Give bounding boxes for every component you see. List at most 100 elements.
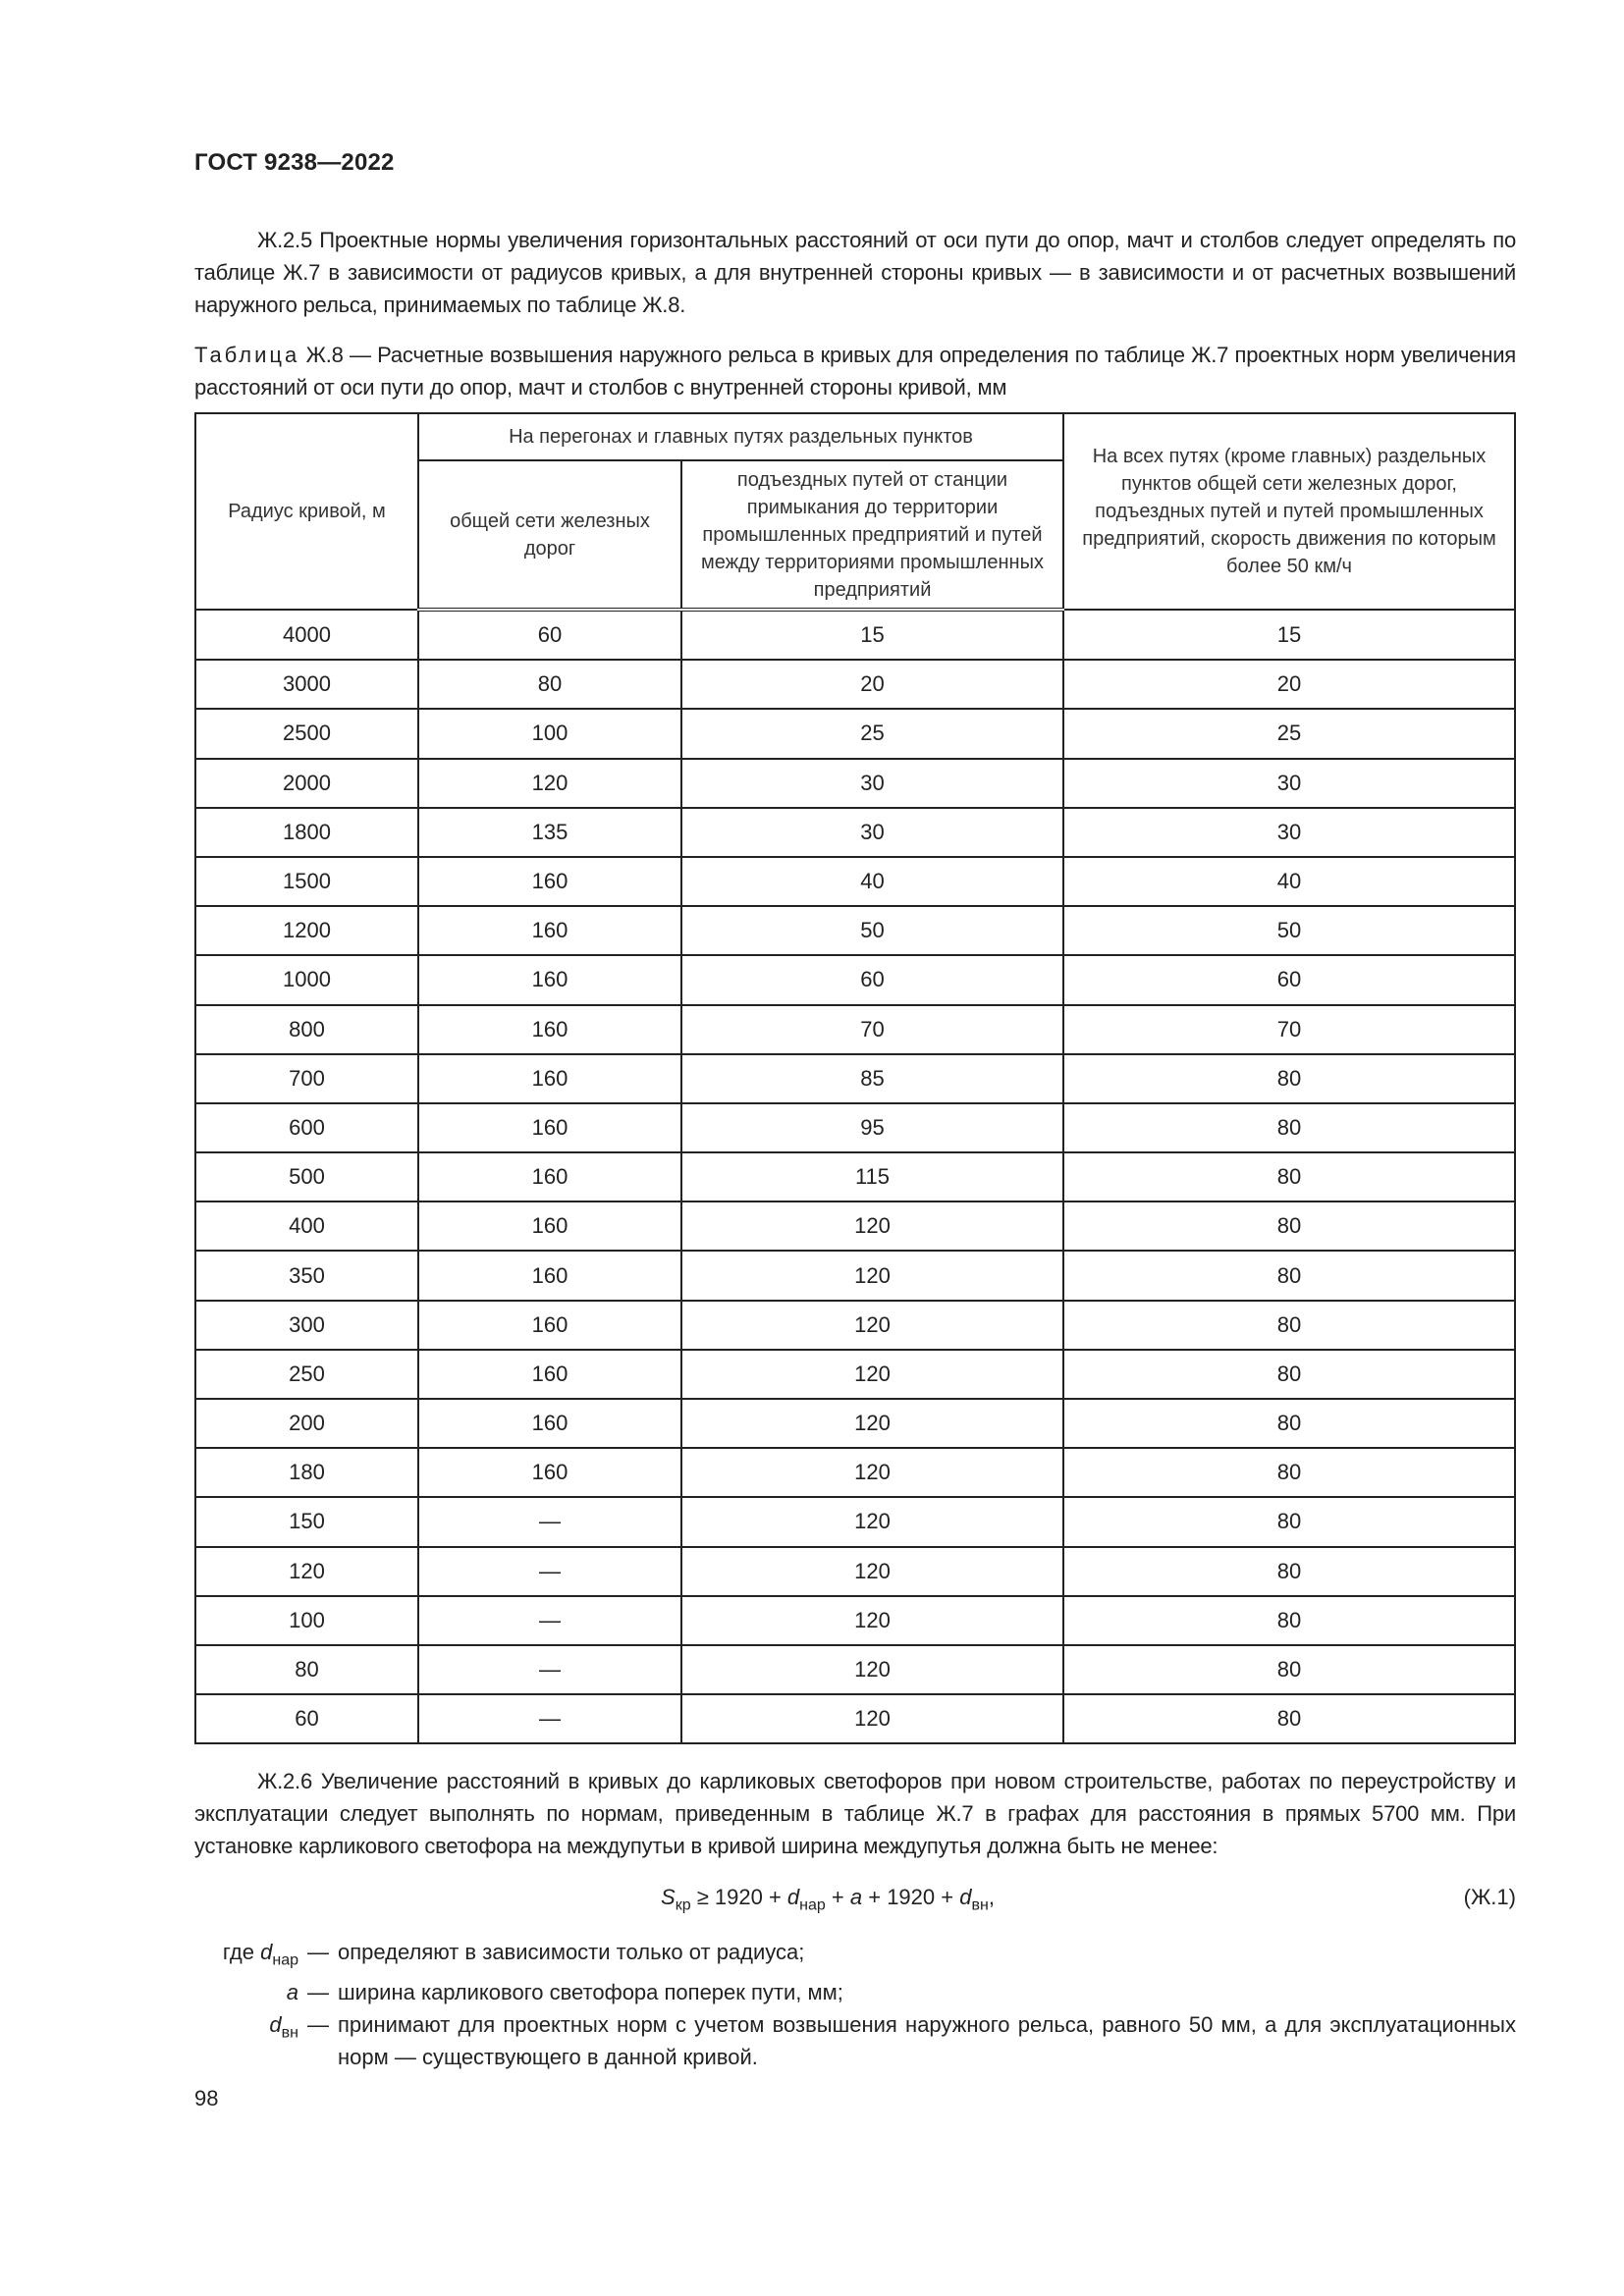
- cell-all: 30: [1062, 806, 1516, 858]
- cell-general: 100: [417, 708, 682, 760]
- cell-general: 60: [417, 608, 682, 662]
- cell-access: 115: [680, 1151, 1064, 1203]
- cell-radius: 300: [194, 1299, 419, 1351]
- cell-general: 160: [417, 1151, 682, 1203]
- cell-all: 80: [1062, 1643, 1516, 1696]
- cell-general: 120: [417, 757, 682, 809]
- cell-access: 85: [680, 1052, 1064, 1104]
- cell-access: 120: [680, 1545, 1064, 1597]
- cell-all: 80: [1062, 1397, 1516, 1450]
- cell-radius: 1800: [194, 806, 419, 858]
- table-row: 1000 160 60 60: [194, 954, 1516, 1006]
- cell-access: 120: [680, 1299, 1064, 1351]
- cell-all: 80: [1062, 1594, 1516, 1646]
- table-row: 600 160 95 80: [194, 1101, 1516, 1154]
- cell-access: 120: [680, 1447, 1064, 1499]
- cell-radius: 180: [194, 1447, 419, 1499]
- cell-radius: 4000: [194, 608, 419, 662]
- cell-all: 40: [1062, 855, 1516, 908]
- cell-all: 80: [1062, 1545, 1516, 1597]
- table-caption-text: Ж.8 — Расчетные возвышения наружного рел…: [194, 343, 1516, 400]
- cell-access: 120: [680, 1643, 1064, 1696]
- cell-radius: 700: [194, 1052, 419, 1104]
- table-row: 150—120 80: [194, 1496, 1516, 1548]
- cell-radius: 350: [194, 1250, 419, 1302]
- table-row: 3000 80 20 20: [194, 659, 1516, 711]
- table-row: 1200 160 50 50: [194, 905, 1516, 957]
- cell-access: 120: [680, 1693, 1064, 1745]
- cell-general: 160: [417, 855, 682, 908]
- cell-radius: 500: [194, 1151, 419, 1203]
- cell-all: 80: [1062, 1052, 1516, 1104]
- cell-general: 160: [417, 1447, 682, 1499]
- cell-access: 95: [680, 1101, 1064, 1154]
- cell-radius: 150: [194, 1496, 419, 1548]
- cell-all: 15: [1062, 608, 1516, 662]
- cell-radius: 3000: [194, 659, 419, 711]
- formula-legend: где dнар — определяют в зависимости толь…: [194, 1936, 1516, 2073]
- table-row: 100—120 80: [194, 1594, 1516, 1646]
- cell-general: 160: [417, 1052, 682, 1104]
- cell-general: 80: [417, 659, 682, 711]
- cell-radius: 1200: [194, 905, 419, 957]
- cell-general: —: [417, 1643, 682, 1696]
- cell-all: 25: [1062, 708, 1516, 760]
- table-row: 300 160 120 80: [194, 1299, 1516, 1351]
- cell-general: 135: [417, 806, 682, 858]
- header-all-tracks: На всех путях (кроме главных) раздельных…: [1062, 412, 1516, 611]
- cell-general: 160: [417, 1348, 682, 1401]
- cell-all: 80: [1062, 1693, 1516, 1745]
- table-row: 2000 120 30 30: [194, 757, 1516, 809]
- header-group: На перегонах и главных путях раздельных …: [417, 412, 1064, 461]
- table-row: 500 160 115 80: [194, 1151, 1516, 1203]
- table-row: 80—120 80: [194, 1643, 1516, 1696]
- table-row: 180 160 120 80: [194, 1447, 1516, 1499]
- cell-general: 160: [417, 1250, 682, 1302]
- cell-radius: 120: [194, 1545, 419, 1597]
- cell-general: 160: [417, 954, 682, 1006]
- table-caption-label: Таблица: [194, 343, 300, 367]
- cell-radius: 250: [194, 1348, 419, 1401]
- cell-all: 80: [1062, 1496, 1516, 1548]
- cell-access: 120: [680, 1250, 1064, 1302]
- cell-general: 160: [417, 1101, 682, 1154]
- table-row: 2500 100 25 25: [194, 708, 1516, 760]
- cell-all: 60: [1062, 954, 1516, 1006]
- table-row: 250 160 120 80: [194, 1348, 1516, 1401]
- cell-general: 160: [417, 1003, 682, 1055]
- table-row: 200 160 120 80: [194, 1397, 1516, 1450]
- cell-access: 50: [680, 905, 1064, 957]
- cell-access: 30: [680, 806, 1064, 858]
- legend-item: a — ширина карликового светофора поперек…: [286, 1980, 843, 2005]
- cell-access: 70: [680, 1003, 1064, 1055]
- table-row: 60—120 80: [194, 1693, 1516, 1745]
- table-row: 1500 160 40 40: [194, 855, 1516, 908]
- cell-access: 120: [680, 1397, 1064, 1450]
- cell-access: 20: [680, 659, 1064, 711]
- cell-general: —: [417, 1496, 682, 1548]
- cell-general: 160: [417, 1299, 682, 1351]
- table-row: 4000 60 15 15: [194, 608, 1516, 662]
- cell-radius: 1000: [194, 954, 419, 1006]
- table-row: 800 160 70 70: [194, 1003, 1516, 1055]
- cell-general: —: [417, 1693, 682, 1745]
- table-row: 350 160 120 80: [194, 1250, 1516, 1302]
- cell-general: —: [417, 1594, 682, 1646]
- cell-access: 120: [680, 1348, 1064, 1401]
- legend-item: где dнар — определяют в зависимости толь…: [222, 1940, 805, 1969]
- cell-radius: 200: [194, 1397, 419, 1450]
- paragraph-zh-2-5: Ж.2.5 Проектные нормы увеличения горизон…: [194, 228, 1516, 317]
- cell-access: 25: [680, 708, 1064, 760]
- cell-access: 40: [680, 855, 1064, 908]
- cell-all: 70: [1062, 1003, 1516, 1055]
- cell-general: 160: [417, 1201, 682, 1253]
- cell-all: 80: [1062, 1151, 1516, 1203]
- cell-general: —: [417, 1545, 682, 1597]
- cell-radius: 600: [194, 1101, 419, 1154]
- cell-general: 160: [417, 1397, 682, 1450]
- formula-number: (Ж.1): [1463, 1885, 1516, 1909]
- cell-radius: 80: [194, 1643, 419, 1696]
- cell-access: 120: [680, 1201, 1064, 1253]
- cell-radius: 100: [194, 1594, 419, 1646]
- cell-radius: 1500: [194, 855, 419, 908]
